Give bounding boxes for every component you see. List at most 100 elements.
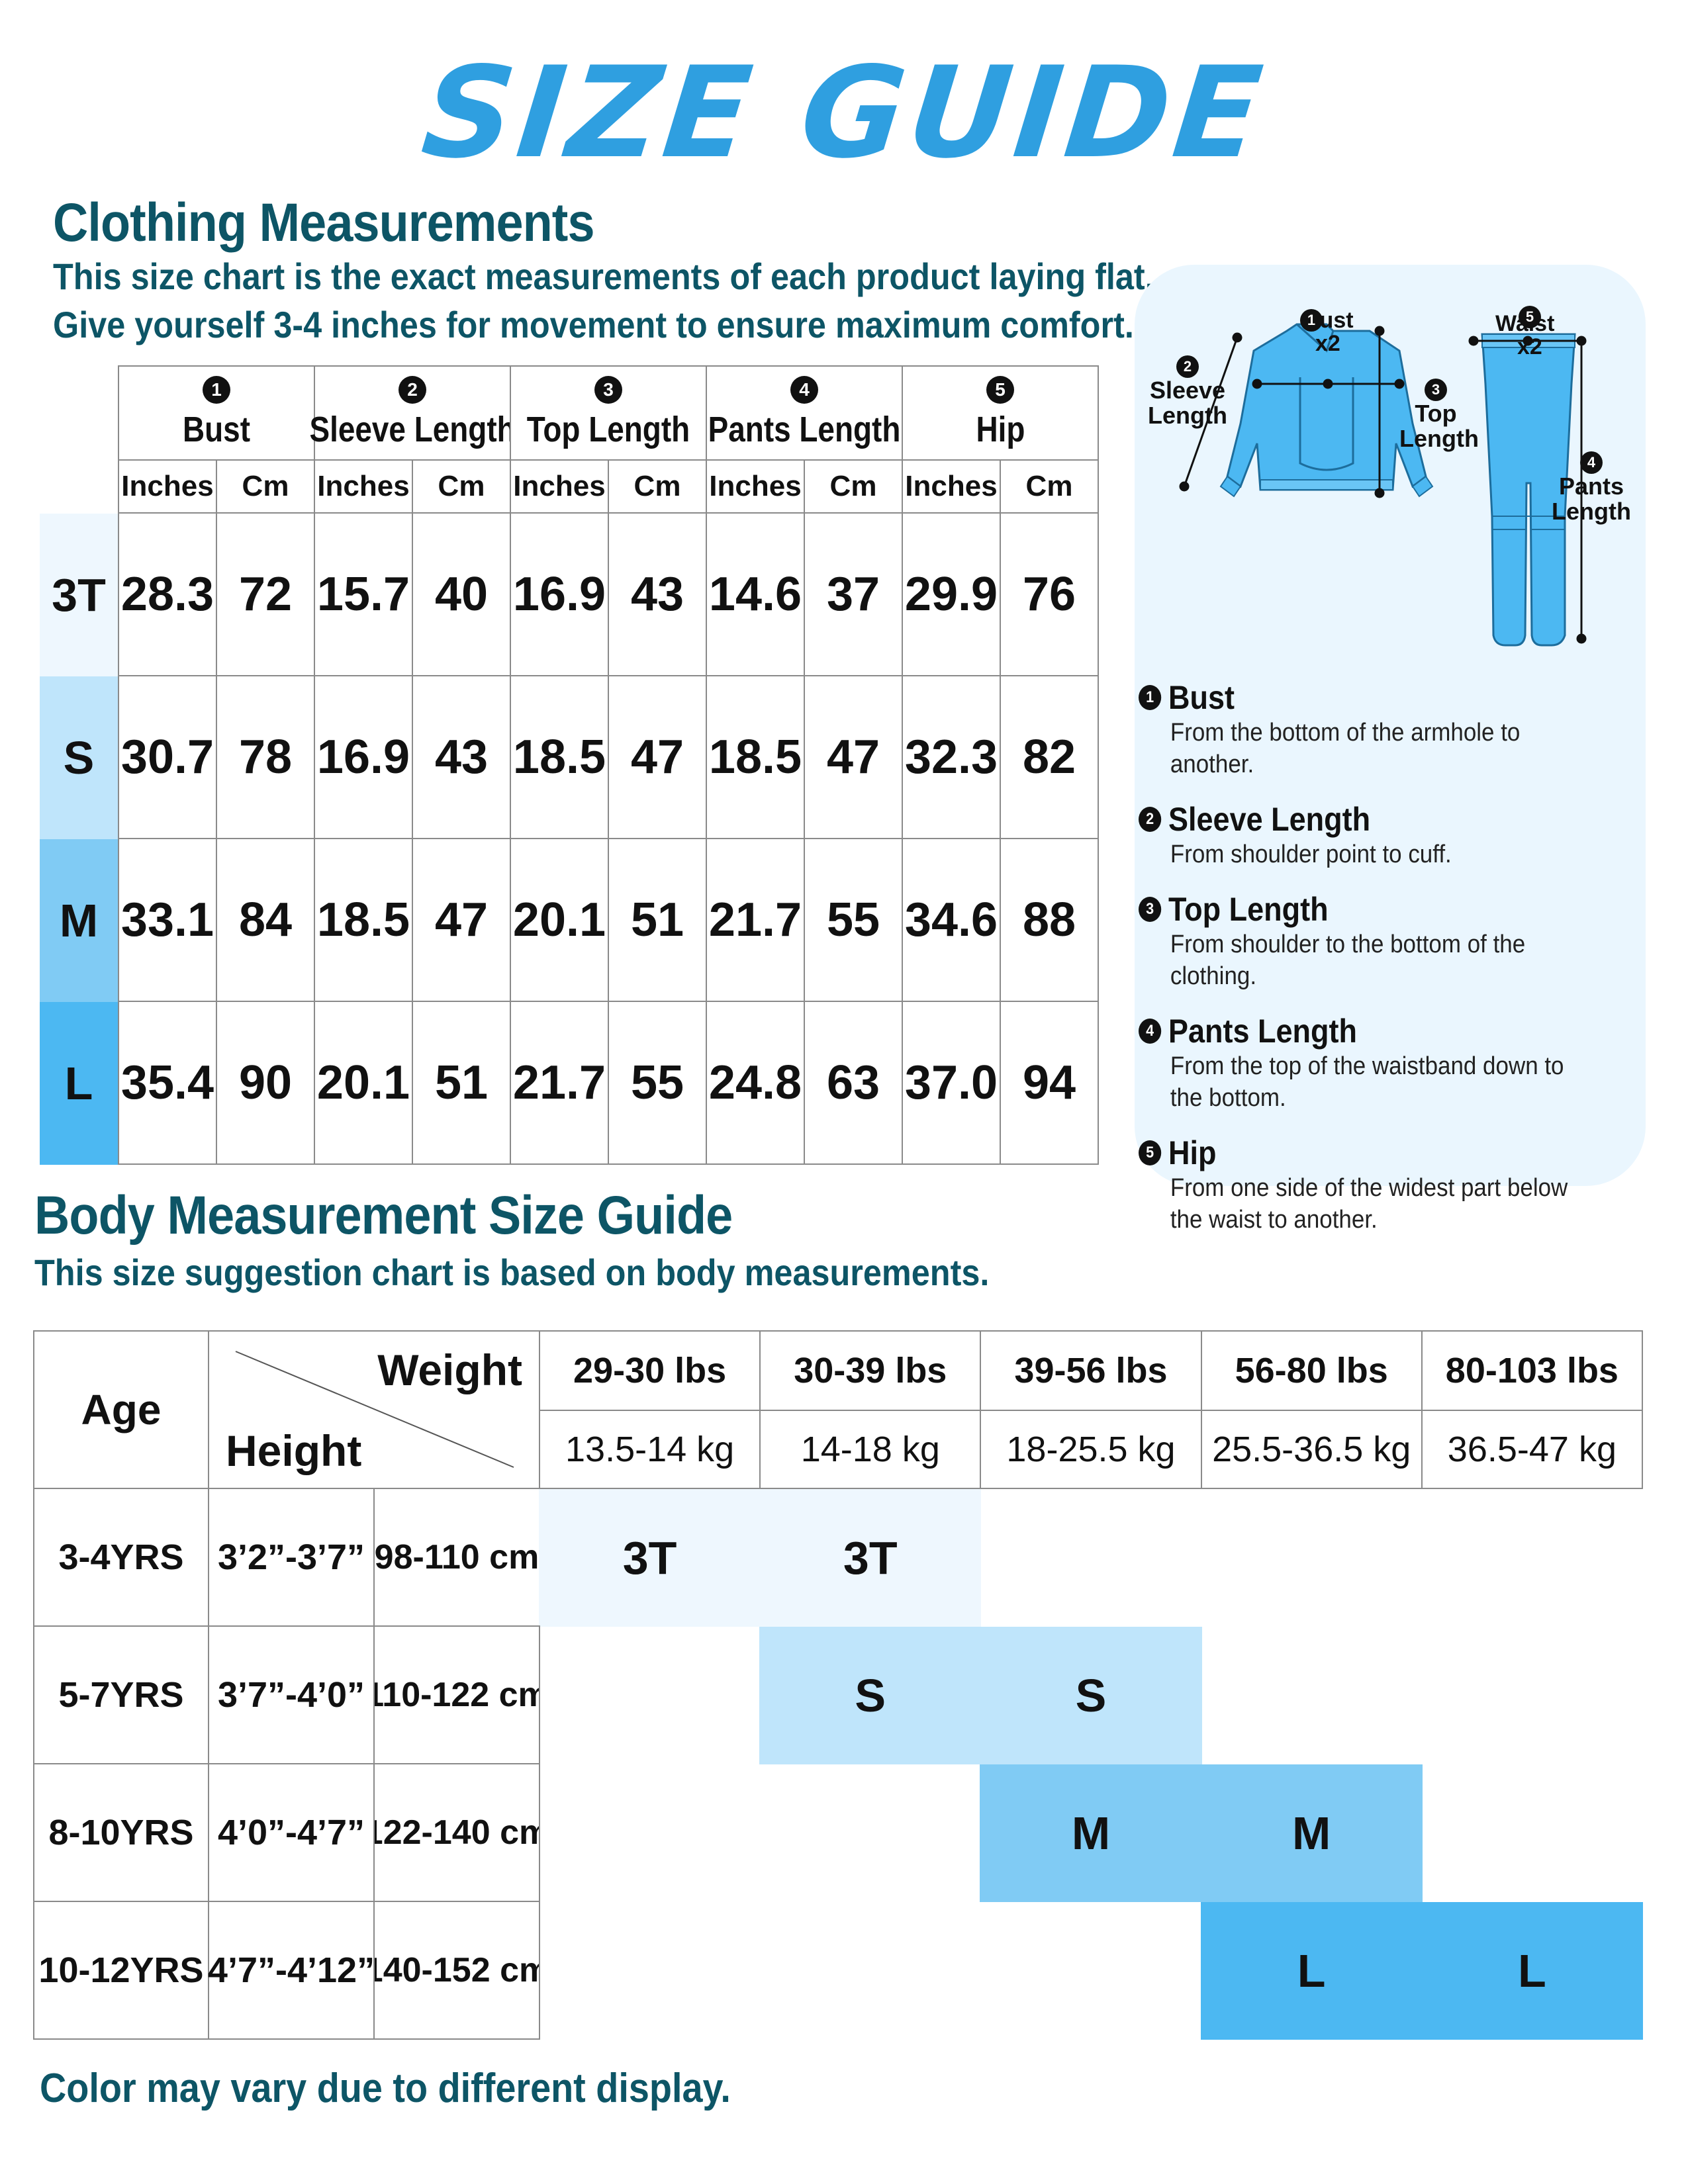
unit-cm: Cm bbox=[216, 459, 315, 514]
body-note: This size suggestion chart is based on b… bbox=[34, 1251, 990, 1293]
diagram-waist-badge: 5 bbox=[1519, 301, 1541, 328]
measurement-definitions: 1 Bust From the bottom of the armhole to a… bbox=[1139, 678, 1642, 1255]
definition-title: 4 Pants Length bbox=[1139, 1012, 1591, 1050]
unit-inches: Inches bbox=[118, 459, 217, 514]
column-name: Sleeve Length bbox=[309, 410, 516, 449]
measurement-value: 15.7 bbox=[314, 512, 413, 676]
body-heading: Body Measurement Size Guide bbox=[34, 1185, 733, 1246]
measurement-value: 18.5 bbox=[706, 675, 805, 839]
definition-title-text: Pants Length bbox=[1168, 1013, 1358, 1050]
weight-kg: 13.5-14 kg bbox=[539, 1410, 761, 1489]
measurement-value: 18.5 bbox=[314, 838, 413, 1002]
measurement-value: 34.6 bbox=[902, 838, 1001, 1002]
measurement-value: 43 bbox=[412, 675, 511, 839]
measurement-value: 32.3 bbox=[902, 675, 1001, 839]
weight-lbs: 56-80 lbs bbox=[1200, 1330, 1423, 1411]
column-header-top-length: 3 Top Length bbox=[510, 365, 707, 461]
unit-cm: Cm bbox=[804, 459, 903, 514]
unit-inches: Inches bbox=[706, 459, 805, 514]
measurement-value: 72 bbox=[216, 512, 315, 676]
number-badge: 4 bbox=[1139, 1019, 1162, 1044]
measurement-value: 30.7 bbox=[118, 675, 217, 839]
age-value: 3-4YRS bbox=[33, 1488, 209, 1627]
size-suggestion: S bbox=[759, 1627, 982, 1764]
size-label: S bbox=[40, 676, 118, 839]
measurement-value: 84 bbox=[216, 838, 315, 1002]
column-name: Pants Length bbox=[708, 410, 901, 449]
size-suggestion: M bbox=[1200, 1764, 1423, 1902]
age-value: 10-12YRS bbox=[33, 1901, 209, 2040]
height-cm-value: 110-122 cm bbox=[373, 1625, 540, 1764]
weight-height-header: Weight Height bbox=[208, 1330, 540, 1489]
measurement-value: 16.9 bbox=[510, 512, 609, 676]
definition-title: 3 Top Length bbox=[1139, 890, 1591, 929]
size-suggestion: 3T bbox=[759, 1489, 982, 1627]
definition-title-text: Sleeve Length bbox=[1168, 801, 1371, 838]
weight-kg: 25.5-36.5 kg bbox=[1200, 1410, 1423, 1489]
weight-lbs: 80-103 lbs bbox=[1421, 1330, 1643, 1411]
height-cm-value: 140-152 cm bbox=[373, 1901, 540, 2040]
measurement-value: 18.5 bbox=[510, 675, 609, 839]
weight-kg: 36.5-47 kg bbox=[1421, 1410, 1643, 1489]
measurement-value: 78 bbox=[216, 675, 315, 839]
measurement-value: 33.1 bbox=[118, 838, 217, 1002]
number-badge: 3 bbox=[594, 376, 622, 404]
weight-kg: 14-18 kg bbox=[759, 1410, 982, 1489]
age-header: Age bbox=[33, 1330, 209, 1489]
measurement-value: 55 bbox=[608, 1001, 707, 1165]
measurement-value: 76 bbox=[1000, 512, 1099, 676]
unit-cm: Cm bbox=[608, 459, 707, 514]
diagram-waist-x2: x2 bbox=[1517, 334, 1542, 359]
garment-diagram: Bust x2 Waist x2 bbox=[1179, 308, 1587, 647]
measurement-value: 37 bbox=[804, 512, 903, 676]
column-header-sleeve-length: 2 Sleeve Length bbox=[309, 365, 516, 461]
clothing-measurements-table: 1 Bust Inches Cm 2 Sleeve Length Inches Cm 3 Top … bbox=[40, 365, 1099, 1169]
age-value: 8-10YRS bbox=[33, 1763, 209, 1902]
size-label: L bbox=[40, 1002, 118, 1165]
weight-lbs: 29-30 lbs bbox=[539, 1330, 761, 1411]
measurement-value: 63 bbox=[804, 1001, 903, 1165]
height-ft-value: 4’0”-4’7” bbox=[208, 1763, 375, 1902]
definition-hip: 5 Hip From one side of the widest part bel… bbox=[1139, 1134, 1642, 1236]
age-value: 5-7YRS bbox=[33, 1625, 209, 1764]
measurement-value: 43 bbox=[608, 512, 707, 676]
size-label: 3T bbox=[40, 514, 118, 676]
definition-title-text: Hip bbox=[1168, 1134, 1217, 1171]
definition-title: 2 Sleeve Length bbox=[1139, 800, 1591, 839]
number-badge: 4 bbox=[790, 376, 818, 404]
height-cm-value: 98-110 cm bbox=[373, 1488, 540, 1627]
measurement-value: 21.7 bbox=[510, 1001, 609, 1165]
number-badge: 3 bbox=[1139, 897, 1162, 922]
column-name: Bust bbox=[183, 410, 250, 449]
definition-description: From the top of the waistband down to th… bbox=[1170, 1052, 1564, 1112]
measurement-value: 24.8 bbox=[706, 1001, 805, 1165]
definition-title: 5 Hip bbox=[1139, 1134, 1591, 1172]
measurement-value: 51 bbox=[608, 838, 707, 1002]
clothing-heading: Clothing Measurements bbox=[53, 193, 595, 253]
measurement-value: 29.9 bbox=[902, 512, 1001, 676]
diagonal-divider bbox=[235, 1351, 514, 1468]
measurement-value: 47 bbox=[608, 675, 707, 839]
weight-lbs: 30-39 lbs bbox=[759, 1330, 982, 1411]
number-badge: 2 bbox=[1139, 807, 1162, 832]
diagram-bust-badge: 1 bbox=[1300, 304, 1323, 332]
unit-inches: Inches bbox=[510, 459, 609, 514]
weight-kg: 18-25.5 kg bbox=[980, 1410, 1202, 1489]
number-badge: 1 bbox=[1139, 685, 1162, 710]
diagram-sleeve-label: 2 Sleeve Length bbox=[1128, 351, 1247, 428]
definition-sleeve-length: 2 Sleeve Length From shoulder point to cuf… bbox=[1139, 800, 1642, 870]
definition-title: 1 Bust bbox=[1139, 678, 1591, 717]
size-label: M bbox=[40, 839, 118, 1002]
measurement-value: 14.6 bbox=[706, 512, 805, 676]
definition-description: From shoulder to the bottom of the cloth… bbox=[1170, 931, 1526, 990]
definition-description: From one side of the widest part below t… bbox=[1170, 1174, 1568, 1234]
measurement-value: 51 bbox=[412, 1001, 511, 1165]
body-measurement-table: Age Weight Height 29-30 lbs 13.5-14 kg 30-39 … bbox=[33, 1330, 1648, 2045]
top-garment-icon bbox=[1219, 323, 1434, 498]
measurement-value: 16.9 bbox=[314, 675, 413, 839]
column-header-bust: 1 Bust bbox=[118, 365, 315, 461]
weight-label: Weight bbox=[377, 1345, 522, 1394]
footer-note: Color may vary due to different display. bbox=[40, 2066, 731, 2111]
size-suggestion: L bbox=[1421, 1902, 1643, 2040]
